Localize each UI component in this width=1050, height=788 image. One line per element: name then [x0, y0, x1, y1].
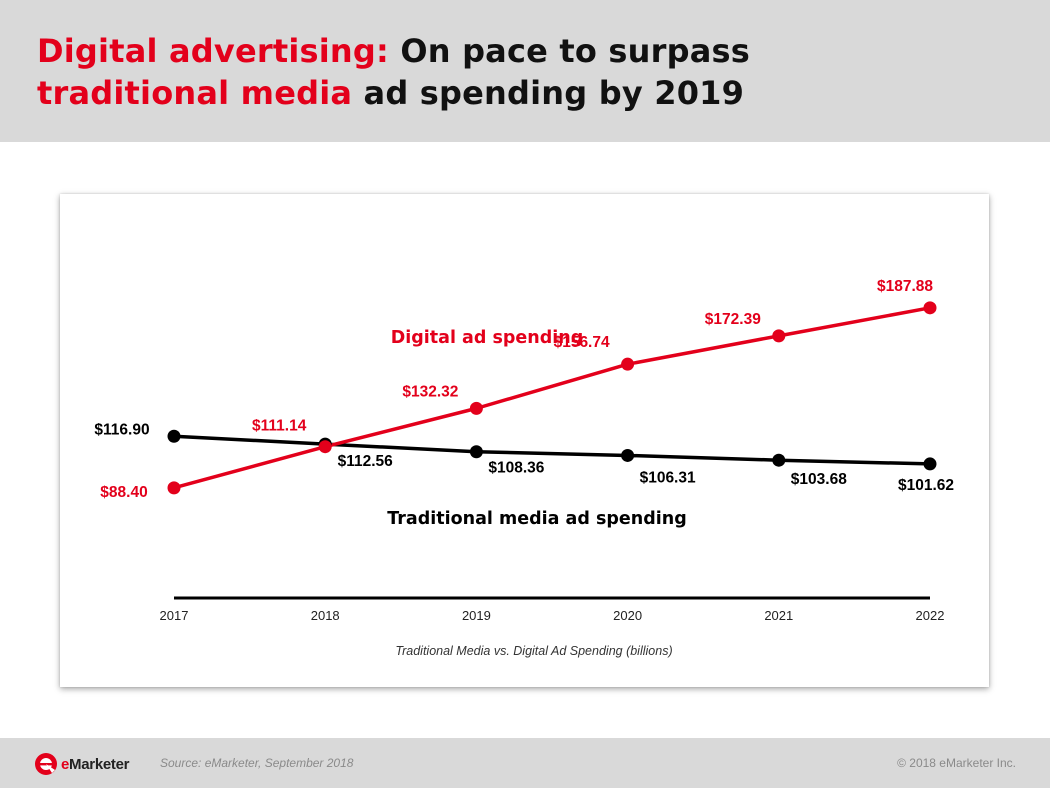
- emarketer-logo-icon: [35, 753, 57, 775]
- slide-header: Digital advertising: On pace to surpass …: [0, 0, 1050, 142]
- digital-data-point: [469, 401, 483, 415]
- digital-series-name: Digital ad spending: [391, 328, 584, 348]
- source-note: Source: eMarketer, September 2018: [160, 756, 354, 770]
- copyright-note: © 2018 eMarketer Inc.: [897, 756, 1016, 770]
- digital-data-point: [318, 440, 332, 454]
- digital-data-point: [167, 481, 181, 495]
- x-axis-caption: Traditional Media vs. Digital Ad Spendin…: [395, 644, 672, 658]
- traditional-data-point: [469, 445, 483, 459]
- digital-data-label: $132.32: [402, 383, 458, 400]
- title-red-part-2: traditional media: [37, 74, 353, 112]
- slide-footer: eMarketer Source: eMarketer, September 2…: [0, 738, 1050, 788]
- emarketer-logo: eMarketer: [34, 751, 129, 777]
- digital-data-label: $111.14: [252, 418, 307, 435]
- x-tick-label: 2017: [160, 608, 189, 623]
- traditional-data-label: $108.36: [488, 460, 544, 477]
- traditional-data-point: [923, 457, 937, 471]
- digital-data-label: $187.88: [877, 278, 933, 295]
- chart-card: 2017 2018 2019 2020 2021 2022 Traditional Medi…: [60, 194, 989, 687]
- traditional-data-point: [621, 448, 635, 462]
- traditional-data-point: [772, 453, 786, 467]
- title-black-part-2: ad spending by 2019: [352, 74, 745, 112]
- x-tick-label: 2019: [462, 608, 491, 623]
- traditional-data-label: $112.56: [338, 453, 394, 470]
- title-red-part-1: Digital advertising:: [37, 32, 390, 70]
- digital-series-line: [173, 306, 931, 490]
- traditional-data-label: $101.62: [898, 477, 954, 494]
- traditional-data-label: $103.68: [791, 471, 847, 488]
- digital-data-label: $88.40: [100, 484, 147, 501]
- traditional-data-point: [167, 429, 181, 443]
- emarketer-wordmark: eMarketer: [61, 755, 130, 773]
- digital-data-label: $156.74: [554, 334, 610, 351]
- line-chart: 2017 2018 2019 2020 2021 2022 Traditional Medi…: [94, 278, 954, 658]
- x-tick-label: 2022: [916, 608, 945, 623]
- digital-data-label: $172.39: [705, 311, 761, 328]
- traditional-data-label: $116.90: [94, 421, 149, 438]
- x-tick-label: 2020: [613, 608, 642, 623]
- traditional-series-line: [173, 434, 931, 466]
- digital-data-point: [621, 357, 635, 371]
- traditional-data-label: $106.31: [640, 469, 696, 486]
- digital-data-point: [772, 329, 786, 343]
- title-black-part-1: On pace to surpass: [389, 32, 751, 70]
- x-tick-label: 2018: [311, 608, 340, 623]
- slide-title: Digital advertising: On pace to surpass …: [37, 30, 1017, 114]
- x-tick-label: 2021: [764, 608, 793, 623]
- traditional-series-name: Traditional media ad spending: [387, 509, 686, 529]
- digital-data-point: [923, 301, 937, 315]
